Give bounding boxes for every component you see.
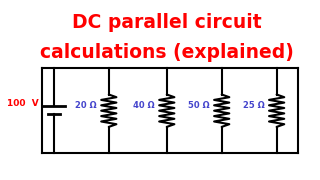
Text: calculations (explained): calculations (explained): [40, 43, 294, 62]
Text: DC parallel circuit: DC parallel circuit: [72, 13, 261, 32]
Text: 50 Ω: 50 Ω: [188, 101, 210, 110]
Text: 25 Ω: 25 Ω: [243, 101, 264, 110]
Text: 20 Ω: 20 Ω: [75, 101, 97, 110]
Text: 100  V: 100 V: [7, 99, 39, 108]
Text: 40 Ω: 40 Ω: [133, 101, 155, 110]
